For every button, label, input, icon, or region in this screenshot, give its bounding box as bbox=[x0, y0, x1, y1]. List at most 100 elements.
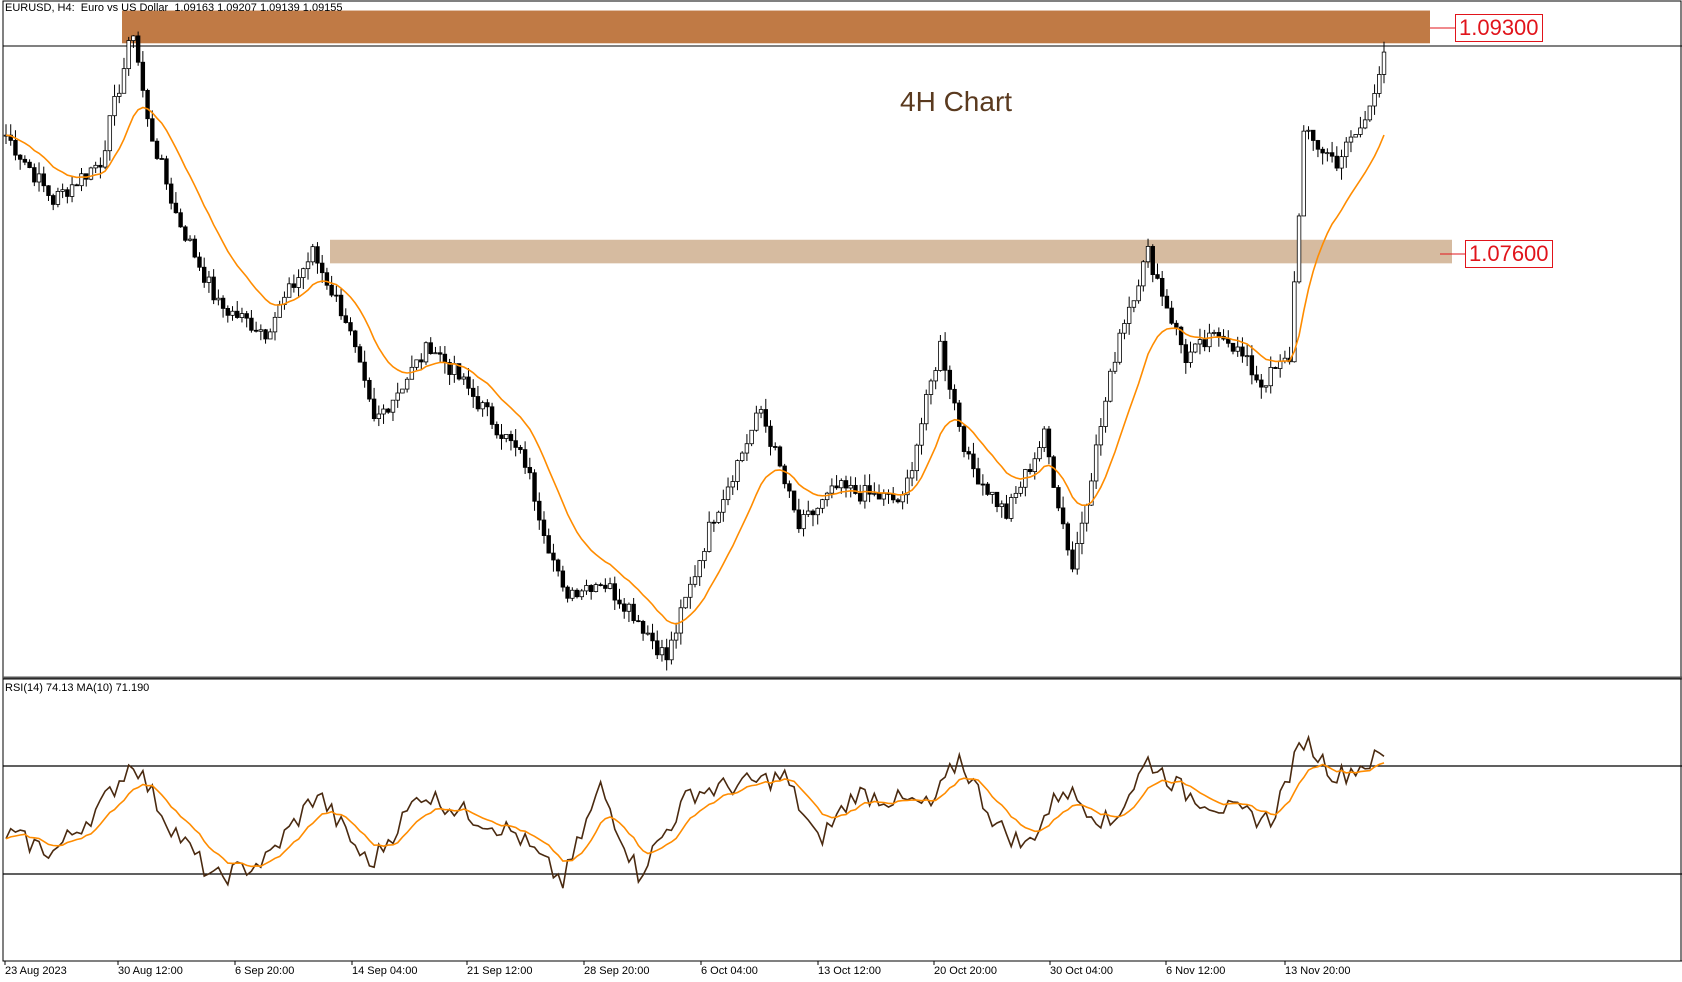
candle-body bbox=[50, 195, 56, 205]
candle-body bbox=[268, 331, 273, 340]
candle-body bbox=[1259, 379, 1264, 388]
candle-body bbox=[626, 603, 632, 612]
candle-body bbox=[1108, 370, 1113, 402]
candle-body bbox=[664, 647, 669, 661]
candle-body bbox=[1292, 281, 1297, 363]
candle-body bbox=[414, 359, 419, 368]
candle-body bbox=[150, 118, 155, 142]
candle-body bbox=[348, 322, 353, 332]
candle-body bbox=[202, 266, 207, 283]
candle-body bbox=[367, 379, 372, 400]
candle-body bbox=[192, 238, 197, 258]
candle-body bbox=[744, 443, 750, 454]
candle-body bbox=[957, 402, 962, 427]
candle-body bbox=[277, 304, 282, 318]
candle-body bbox=[1263, 385, 1269, 388]
level-label-support[interactable]: 1.07600 bbox=[1465, 240, 1553, 268]
support-zone[interactable] bbox=[330, 239, 1452, 264]
candle-body bbox=[1164, 295, 1170, 309]
candle-body bbox=[211, 276, 216, 301]
candle-body bbox=[423, 342, 429, 363]
candle-body bbox=[909, 470, 915, 479]
candle-body bbox=[499, 434, 504, 439]
candle-body bbox=[839, 480, 844, 489]
candle-body bbox=[27, 161, 32, 169]
candle-body bbox=[881, 492, 886, 500]
candle-body bbox=[1098, 426, 1104, 446]
candle-body bbox=[1362, 119, 1368, 129]
candle-body bbox=[994, 491, 1000, 508]
candle-body bbox=[145, 89, 150, 120]
resistance-zone[interactable] bbox=[122, 10, 1430, 44]
level-label-resistance[interactable]: 1.09300 bbox=[1455, 14, 1543, 42]
candle-body bbox=[1155, 274, 1160, 279]
candle-body bbox=[574, 589, 580, 598]
candle-body bbox=[735, 460, 740, 482]
candle-body bbox=[1183, 344, 1188, 363]
candle-body bbox=[36, 173, 42, 183]
candle-body bbox=[1042, 428, 1047, 448]
candle-body bbox=[532, 472, 537, 502]
candle-body bbox=[22, 158, 28, 163]
candle-body bbox=[1060, 507, 1066, 525]
candle-body bbox=[244, 313, 249, 319]
candle-body bbox=[688, 583, 693, 598]
candle-body bbox=[513, 440, 518, 448]
candle-body bbox=[381, 408, 386, 415]
candle-body bbox=[669, 639, 674, 661]
candle-body bbox=[466, 376, 471, 389]
candle-body bbox=[985, 483, 990, 495]
candle-body bbox=[1075, 543, 1080, 570]
candle-body bbox=[1004, 503, 1009, 519]
candle-body bbox=[1235, 346, 1240, 352]
candle-body bbox=[319, 262, 325, 274]
candle-body bbox=[754, 412, 759, 431]
candle-body bbox=[636, 620, 641, 623]
candle-body bbox=[673, 632, 679, 641]
candle-body bbox=[848, 484, 853, 489]
candle-body bbox=[914, 444, 920, 472]
candle-body bbox=[947, 369, 953, 390]
time-axis-label: 6 Sep 20:00 bbox=[235, 965, 294, 977]
candle-body bbox=[353, 330, 358, 348]
candle-body bbox=[404, 378, 410, 390]
candle-body bbox=[121, 68, 127, 94]
candle-body bbox=[88, 167, 94, 180]
candle-body bbox=[820, 499, 825, 509]
candle-body bbox=[1244, 355, 1250, 358]
candle-body bbox=[456, 363, 462, 380]
candle-body bbox=[296, 277, 301, 288]
candle-body bbox=[1027, 469, 1033, 473]
candle-body bbox=[966, 451, 971, 455]
candle-body bbox=[187, 238, 193, 241]
candle-body bbox=[763, 409, 768, 427]
time-axis-label: 30 Oct 04:00 bbox=[1050, 965, 1113, 977]
candle-body bbox=[843, 480, 849, 489]
candle-body bbox=[1037, 447, 1042, 460]
candle-body bbox=[154, 140, 160, 159]
candle-body bbox=[739, 452, 745, 461]
candle-body bbox=[1216, 332, 1222, 337]
candle-body bbox=[518, 447, 523, 451]
candle-body bbox=[537, 500, 542, 521]
candle-body bbox=[1193, 343, 1198, 353]
candle-body bbox=[310, 246, 315, 263]
candle-body bbox=[607, 583, 613, 589]
candle-body bbox=[725, 486, 731, 501]
candle-body bbox=[371, 398, 377, 420]
candle-body bbox=[17, 154, 23, 160]
candle-body bbox=[570, 589, 575, 599]
candle-body bbox=[1093, 444, 1099, 482]
candle-body bbox=[315, 246, 320, 264]
candle-body bbox=[810, 510, 816, 516]
candle-body bbox=[1013, 492, 1019, 498]
candle-body bbox=[461, 376, 466, 380]
candle-body bbox=[475, 396, 481, 410]
candle-body bbox=[1207, 332, 1212, 348]
candle-body bbox=[598, 584, 603, 586]
candle-body bbox=[1226, 338, 1231, 344]
candle-body bbox=[1079, 522, 1085, 544]
candle-body bbox=[603, 584, 608, 589]
candle-body bbox=[1141, 261, 1146, 287]
